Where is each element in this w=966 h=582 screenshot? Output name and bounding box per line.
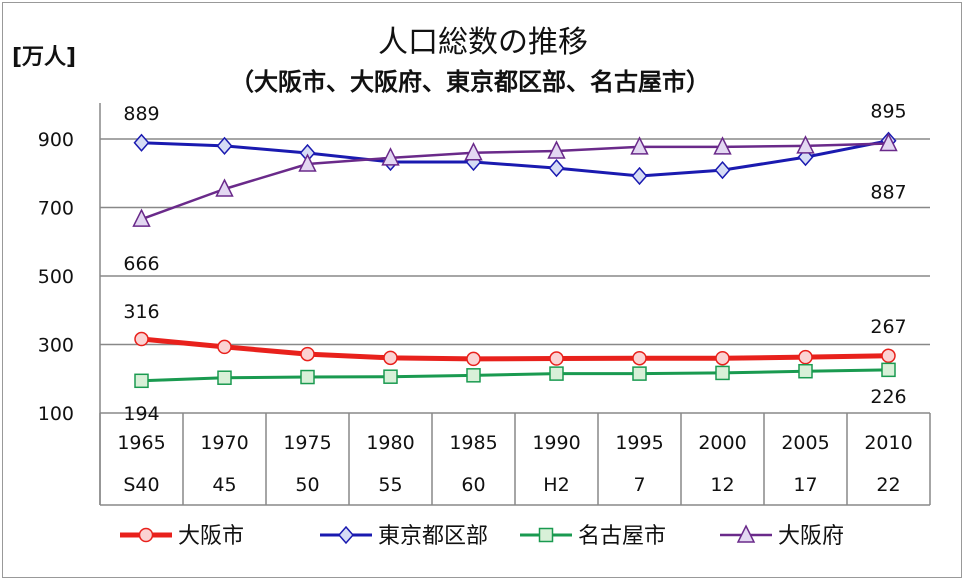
legend-square-icon bbox=[538, 527, 554, 543]
legend-label: 大阪市 bbox=[178, 524, 244, 549]
data-point-triangle bbox=[630, 136, 649, 155]
data-point-diamond bbox=[548, 158, 565, 178]
data-point-triangle bbox=[713, 136, 732, 155]
y-tick-label: 300 bbox=[38, 335, 74, 357]
data-point-triangle bbox=[215, 178, 234, 197]
data-point-square bbox=[549, 366, 564, 381]
data-point-square bbox=[715, 365, 730, 381]
era-label: 60 bbox=[461, 474, 485, 496]
x-tick-label: 1985 bbox=[449, 432, 497, 454]
data-point-square bbox=[134, 373, 149, 389]
data-point-triangle bbox=[796, 135, 815, 154]
y-tick-label: 700 bbox=[38, 198, 74, 220]
data-point-circle bbox=[134, 331, 149, 347]
data-label: 226 bbox=[870, 386, 906, 408]
legend-item: 大阪市 bbox=[120, 524, 244, 549]
y-axis-label: [万人] bbox=[12, 45, 76, 70]
x-tick-label: 2010 bbox=[864, 432, 912, 454]
data-point-circle bbox=[383, 350, 398, 366]
legend-item: 大阪府 bbox=[720, 524, 844, 549]
era-label: H2 bbox=[543, 474, 569, 496]
data-point-square bbox=[881, 362, 896, 378]
data-point-square bbox=[632, 366, 647, 381]
era-label: 17 bbox=[793, 474, 817, 496]
data-point-circle bbox=[881, 348, 896, 364]
data-point-circle bbox=[715, 350, 730, 366]
legend-label: 名古屋市 bbox=[578, 524, 666, 549]
data-point-circle bbox=[300, 346, 315, 362]
data-point-square bbox=[798, 363, 813, 379]
series-line bbox=[141, 368, 889, 383]
x-tick-label: 1990 bbox=[532, 432, 580, 454]
data-point-square bbox=[217, 370, 232, 385]
data-point-circle bbox=[466, 351, 481, 367]
data-point-circle bbox=[549, 351, 564, 366]
data-label: 887 bbox=[870, 181, 906, 203]
data-point-square bbox=[466, 368, 481, 383]
era-label: 22 bbox=[876, 474, 900, 496]
data-point-triangle bbox=[547, 140, 566, 159]
data-point-triangle bbox=[132, 208, 151, 227]
era-label: 7 bbox=[633, 474, 645, 496]
series-square bbox=[134, 362, 896, 389]
legend-triangle-icon bbox=[736, 524, 756, 543]
series-line bbox=[141, 336, 889, 362]
data-point-circle bbox=[632, 350, 647, 366]
legend-diamond-icon bbox=[338, 525, 354, 545]
data-label: 267 bbox=[870, 316, 906, 338]
x-tick-label: 1965 bbox=[117, 432, 165, 454]
data-label: 895 bbox=[870, 101, 906, 123]
data-label: 666 bbox=[123, 253, 159, 275]
data-point-circle bbox=[798, 349, 813, 365]
data-point-square bbox=[383, 369, 398, 384]
x-tick-label: 2005 bbox=[781, 432, 829, 454]
legend-label: 大阪府 bbox=[778, 524, 844, 549]
series-circle bbox=[134, 331, 896, 367]
x-tick-label: 1970 bbox=[200, 432, 248, 454]
era-label: S40 bbox=[123, 474, 159, 496]
x-tick-label: 2000 bbox=[698, 432, 746, 454]
data-point-diamond bbox=[216, 136, 233, 155]
series-diamond bbox=[133, 131, 897, 186]
chart-subtitle: （大阪市、大阪府、東京都区部、名古屋市） bbox=[230, 68, 710, 96]
data-label: 194 bbox=[123, 403, 159, 425]
legend-circle-icon bbox=[138, 527, 154, 543]
x-tick-label: 1995 bbox=[615, 432, 663, 454]
x-tick-label: 1975 bbox=[283, 432, 331, 454]
data-label: 316 bbox=[123, 301, 159, 323]
data-point-triangle bbox=[879, 132, 898, 152]
data-point-triangle bbox=[464, 142, 483, 161]
data-point-diamond bbox=[631, 166, 648, 186]
y-tick-label: 500 bbox=[38, 266, 74, 288]
era-label: 12 bbox=[710, 474, 734, 496]
era-label: 55 bbox=[378, 474, 402, 496]
legend-item: 東京都区部 bbox=[320, 524, 488, 549]
data-point-diamond bbox=[714, 161, 731, 180]
y-tick-label: 900 bbox=[38, 129, 74, 151]
series-triangle bbox=[132, 132, 898, 227]
data-point-triangle bbox=[298, 153, 317, 172]
data-point-square bbox=[300, 369, 315, 385]
data-point-circle bbox=[217, 339, 232, 355]
data-point-diamond bbox=[133, 133, 150, 152]
data-label: 889 bbox=[123, 103, 159, 125]
data-point-triangle bbox=[381, 147, 400, 166]
era-label: 50 bbox=[295, 474, 319, 496]
y-tick-label: 100 bbox=[38, 403, 74, 425]
era-label: 45 bbox=[212, 474, 236, 496]
chart-title: 人口総数の推移 bbox=[378, 25, 588, 60]
series-line bbox=[141, 139, 889, 178]
series-line bbox=[141, 142, 889, 221]
x-tick-label: 1980 bbox=[366, 432, 414, 454]
legend-item: 名古屋市 bbox=[520, 524, 666, 549]
legend-label: 東京都区部 bbox=[378, 524, 488, 549]
